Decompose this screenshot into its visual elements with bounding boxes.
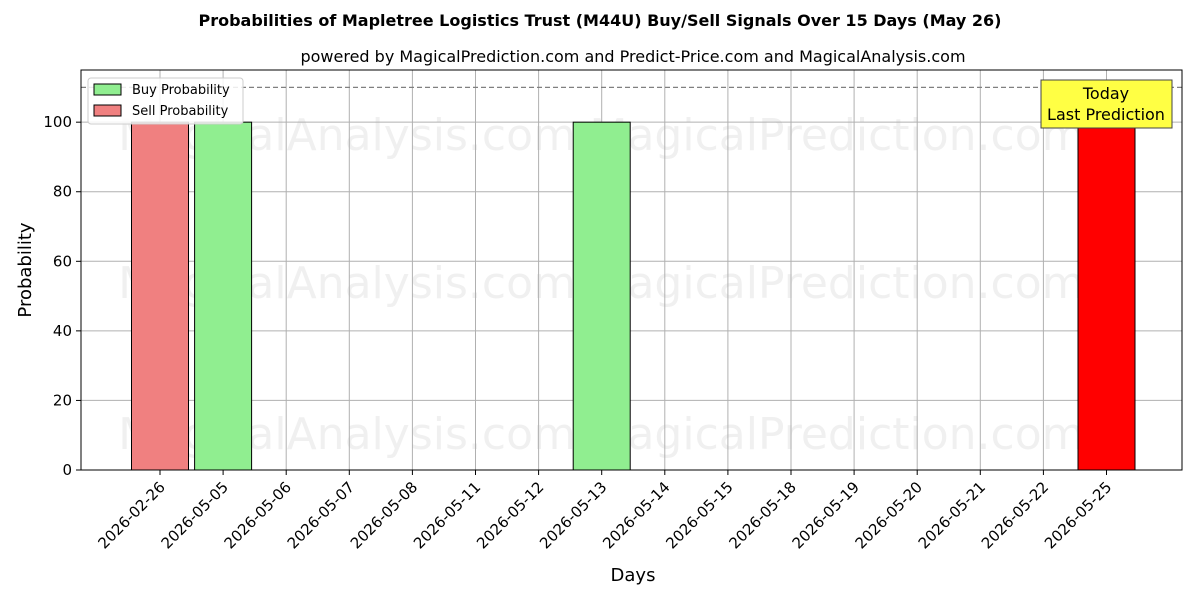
- legend: Buy Probability Sell Probability: [87, 77, 244, 125]
- legend-swatch-sell: [93, 104, 122, 117]
- today-annotation-box: [1040, 79, 1173, 129]
- watermark-text: MagicalPrediction.com: [590, 110, 1085, 161]
- legend-frame: [87, 77, 244, 125]
- chart-subtitle: powered by MagicalPrediction.com and Pre…: [300, 47, 965, 66]
- y-tick-label: 60: [53, 252, 72, 270]
- x-axis-label: Days: [611, 565, 656, 586]
- bar-buy-probability: [194, 121, 253, 471]
- today-annotation: Today Last Prediction: [1040, 79, 1173, 129]
- y-tick-label: 100: [43, 113, 72, 131]
- legend-swatch-buy: [93, 83, 122, 96]
- y-tick-label: 0: [62, 461, 72, 479]
- watermark-text: MagicalPrediction.com: [590, 409, 1085, 460]
- today-annotation-line1: Today: [1082, 84, 1129, 103]
- bar-sell-probability: [131, 121, 189, 471]
- chart-title: Probabilities of Mapletree Logistics Tru…: [198, 11, 1001, 30]
- y-axis-label: Probability: [15, 222, 36, 317]
- y-tick-label: 40: [53, 322, 72, 340]
- bar-today-sell: [1077, 121, 1136, 471]
- y-tick-label: 20: [53, 391, 72, 409]
- legend-label-sell: Sell Probability: [132, 104, 229, 119]
- y-tick-label: 80: [53, 183, 72, 201]
- bar-buy-probability: [572, 121, 631, 471]
- y-axis-ticks: 0 20 40 60 80 100: [43, 113, 81, 479]
- plot-frame: [80, 69, 1183, 471]
- today-annotation-line2: Last Prediction: [1047, 105, 1165, 124]
- legend-label-buy: Buy Probability: [132, 83, 230, 98]
- watermark-text: MagicalPrediction.com: [590, 258, 1085, 309]
